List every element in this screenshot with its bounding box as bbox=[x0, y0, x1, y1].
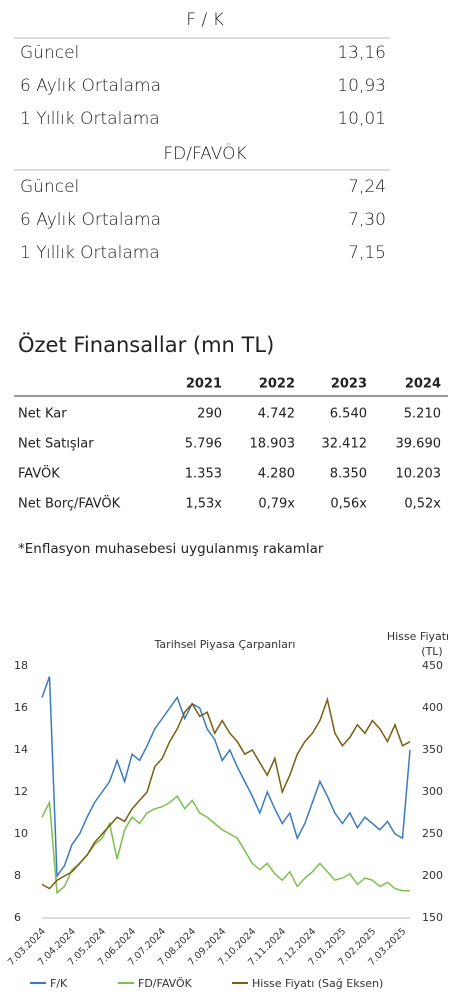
note: *Enflasyon muhasebesi uygulanmış rakamla… bbox=[18, 541, 324, 557]
y-tick-label: 16 bbox=[14, 701, 28, 714]
cell: 1.353 bbox=[185, 467, 222, 482]
y-tick-label: 14 bbox=[14, 743, 28, 756]
row-label: Güncel bbox=[20, 43, 79, 63]
row-value: 10,93 bbox=[337, 76, 386, 96]
y2-tick-label: 350 bbox=[422, 743, 443, 756]
year-header: 2023 bbox=[331, 377, 367, 392]
row-value: 13,16 bbox=[337, 43, 386, 63]
row-value: 7,15 bbox=[348, 243, 386, 263]
cell: 0,79x bbox=[258, 497, 295, 512]
cell: 0,56x bbox=[330, 497, 367, 512]
cell: 32.412 bbox=[322, 437, 368, 452]
legend-label: Hisse Fiyatı (Sağ Eksen) bbox=[252, 977, 383, 990]
year-header: 2022 bbox=[259, 377, 295, 392]
row-value: 7,24 bbox=[348, 177, 386, 197]
summary-title: Özet Finansallar (mn TL) bbox=[18, 332, 274, 357]
y-tick-label: 8 bbox=[14, 869, 21, 882]
legend-label: F/K bbox=[50, 977, 68, 990]
y2-tick-label: 450 bbox=[422, 659, 443, 672]
cell: 4.280 bbox=[258, 467, 295, 482]
y2-label: Hisse Fiyatı bbox=[387, 630, 449, 643]
row-label: 6 Aylık Ortalama bbox=[20, 210, 161, 230]
row-value: 10,01 bbox=[337, 109, 386, 129]
cell: 5.796 bbox=[185, 437, 222, 452]
cell: 0,52x bbox=[404, 497, 441, 512]
series-line bbox=[41, 795, 410, 895]
series-line bbox=[41, 696, 411, 890]
row-label: Güncel bbox=[20, 177, 79, 197]
fk-title: F / K bbox=[186, 10, 223, 30]
cell: 1,53x bbox=[185, 497, 222, 512]
year-header: 2021 bbox=[186, 377, 222, 392]
cell: 10.203 bbox=[396, 467, 442, 482]
cell: 8.350 bbox=[330, 467, 367, 482]
y2-label: (TL) bbox=[421, 645, 442, 658]
row-label: FAVÖK bbox=[18, 465, 60, 482]
series-line bbox=[41, 676, 411, 879]
y2-tick-label: 200 bbox=[422, 869, 443, 882]
row-value: 7,30 bbox=[348, 210, 386, 230]
y2-tick-label: 150 bbox=[422, 911, 443, 924]
y2-tick-label: 300 bbox=[422, 785, 443, 798]
y-tick-label: 6 bbox=[14, 911, 21, 924]
cell: 290 bbox=[197, 407, 222, 422]
chart-title: Tarihsel Piyasa Çarpanları bbox=[154, 638, 296, 651]
y-tick-label: 18 bbox=[14, 659, 28, 672]
row-label: Net Borç/FAVÖK bbox=[18, 495, 121, 512]
cell: 4.742 bbox=[258, 407, 295, 422]
row-label: Net Kar bbox=[18, 407, 67, 422]
y-tick-label: 12 bbox=[14, 785, 28, 798]
fdfavok-title: FD/FAVÖK bbox=[163, 142, 246, 164]
year-header: 2024 bbox=[405, 377, 441, 392]
y2-tick-label: 250 bbox=[422, 827, 443, 840]
cell: 39.690 bbox=[396, 437, 442, 452]
y-tick-label: 10 bbox=[14, 827, 28, 840]
row-label: Net Satışlar bbox=[18, 437, 94, 452]
cell: 6.540 bbox=[330, 407, 367, 422]
row-label: 1 Yıllık Ortalama bbox=[20, 109, 160, 129]
y2-tick-label: 400 bbox=[422, 701, 443, 714]
row-label: 6 Aylık Ortalama bbox=[20, 76, 161, 96]
cell: 18.903 bbox=[250, 437, 296, 452]
cell: 5.210 bbox=[404, 407, 441, 422]
row-label: 1 Yıllık Ortalama bbox=[20, 243, 160, 263]
legend-label: FD/FAVÖK bbox=[138, 977, 193, 990]
